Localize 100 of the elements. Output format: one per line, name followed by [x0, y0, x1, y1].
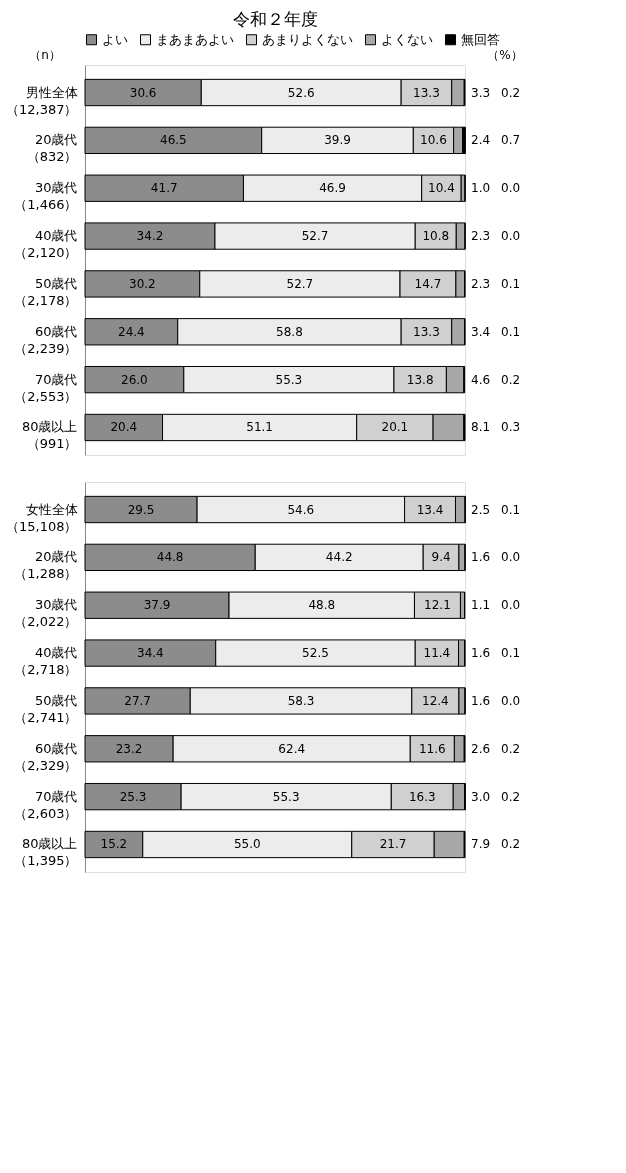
y-tick-label: 60歳代（2,239） [14, 323, 78, 356]
data-label: 39.9 [324, 133, 351, 148]
data-label: 30.6 [129, 85, 157, 100]
data-label: 10.4 [428, 181, 455, 196]
data-label: 21.7 [379, 837, 407, 852]
data-label: 62.4 [278, 741, 306, 756]
data-label: 30.2 [129, 276, 156, 291]
data-label: 20.1 [381, 420, 409, 435]
y-tick-label: 40歳代（2,120） [14, 228, 78, 261]
legend-label: よくない [381, 31, 433, 47]
y-tick-label: 20歳代（832） [26, 132, 78, 165]
data-label: 34.4 [137, 646, 164, 661]
y-tick-label: 20歳代（1,288） [14, 549, 78, 582]
text: （n） [29, 48, 61, 62]
data-label: 0.2 [501, 837, 521, 852]
data-label: 58.8 [276, 324, 303, 339]
data-label: 16.3 [408, 789, 436, 804]
data-label: 13.4 [416, 502, 444, 517]
data-label: 2.3 [471, 229, 491, 244]
data-label: 12.1 [424, 598, 451, 613]
data-label: 26.0 [121, 372, 148, 387]
data-label: 29.5 [127, 502, 155, 517]
data-label: 15.2 [100, 837, 128, 852]
data-label: 0.1 [501, 276, 521, 291]
data-label: 23.2 [115, 741, 143, 756]
data-label: 2.3 [471, 276, 491, 291]
data-label: 52.5 [302, 646, 329, 661]
data-label: 13.3 [413, 85, 440, 100]
data-label: 2.5 [471, 502, 491, 517]
data-label: 0.2 [501, 85, 521, 100]
data-label: 12.4 [422, 693, 449, 708]
data-label: 0.0 [501, 693, 521, 708]
data-label: 0.0 [501, 229, 521, 244]
data-label: 46.9 [319, 181, 346, 196]
data-label: 34.2 [136, 229, 164, 244]
chart-title: 令和２年度 [232, 9, 318, 29]
data-label: 9.4 [431, 550, 451, 565]
data-label: 58.3 [287, 693, 315, 708]
data-label: 11.6 [418, 741, 446, 756]
data-label: 8.1 [471, 420, 491, 435]
data-label: 44.8 [156, 550, 184, 565]
y-tick-label: 70歳代（2,603） [14, 788, 78, 821]
data-label: 0.1 [501, 502, 521, 517]
data-label: 0.1 [501, 324, 521, 339]
data-label: 0.0 [501, 598, 521, 613]
y-tick-label: 30歳代（2,022） [14, 597, 78, 630]
text: （%） [487, 48, 523, 62]
y-tick-label: 80歳以上（991） [21, 419, 78, 452]
data-label: 20.4 [110, 420, 138, 435]
data-label: 7.9 [471, 837, 491, 852]
y-tick-label: 30歳代（1,466） [14, 180, 78, 213]
data-label: 55.0 [233, 837, 261, 852]
data-label: 51.1 [246, 420, 273, 435]
data-label: 10.8 [422, 229, 450, 244]
data-label: 0.2 [501, 372, 521, 387]
data-label: 24.4 [118, 324, 145, 339]
data-label: 27.7 [124, 693, 151, 708]
y-tick-label: 70歳代（2,553） [14, 371, 78, 404]
data-label: 1.6 [471, 646, 491, 661]
data-label: 46.5 [159, 133, 187, 148]
data-label: 3.4 [471, 324, 491, 339]
legend-label: あまりよくない [262, 31, 353, 47]
data-label: 0.0 [501, 550, 521, 565]
y-tick-label: 40歳代（2,718） [14, 645, 78, 678]
data-label: 4.6 [471, 372, 491, 387]
data-label: 10.6 [420, 133, 447, 148]
data-label: 1.6 [471, 693, 491, 708]
data-label: 11.4 [423, 646, 451, 661]
data-label: 0.0 [501, 181, 521, 196]
legend-label: まあまあよい [156, 31, 234, 47]
data-label: 41.7 [150, 181, 178, 196]
data-label: 13.8 [406, 372, 434, 387]
data-label: 1.6 [471, 550, 491, 565]
data-label: 0.7 [501, 133, 521, 148]
data-label: 3.0 [471, 789, 491, 804]
data-label: 55.3 [272, 789, 300, 804]
y-tick-label: 女性全体（15,108） [6, 501, 78, 534]
data-label: 3.3 [471, 85, 491, 100]
data-label: 48.8 [308, 598, 336, 613]
y-tick-label: 60歳代（2,329） [14, 740, 78, 773]
data-label: 1.0 [471, 181, 491, 196]
data-label: 14.7 [414, 276, 442, 291]
data-label: 13.3 [413, 324, 440, 339]
data-label: 2.4 [471, 133, 491, 148]
legend-label: よい [102, 31, 128, 47]
data-label: 52.6 [287, 85, 315, 100]
y-tick-label: 男性全体（12,387） [6, 84, 78, 117]
data-label: 37.9 [143, 598, 171, 613]
legend-label: 無回答 [461, 31, 500, 47]
data-label: 0.2 [501, 789, 521, 804]
data-label: 0.1 [501, 646, 521, 661]
y-tick-label: 80歳以上（1,395） [14, 836, 78, 869]
data-label: 54.6 [287, 502, 315, 517]
data-label: 52.7 [286, 276, 314, 291]
y-tick-label: 50歳代（2,178） [14, 275, 78, 308]
data-label: 52.7 [301, 229, 329, 244]
data-label: 0.3 [501, 420, 521, 435]
data-label: 44.2 [325, 550, 353, 565]
y-tick-label: 50歳代（2,741） [14, 692, 78, 725]
data-label: 1.1 [471, 598, 491, 613]
